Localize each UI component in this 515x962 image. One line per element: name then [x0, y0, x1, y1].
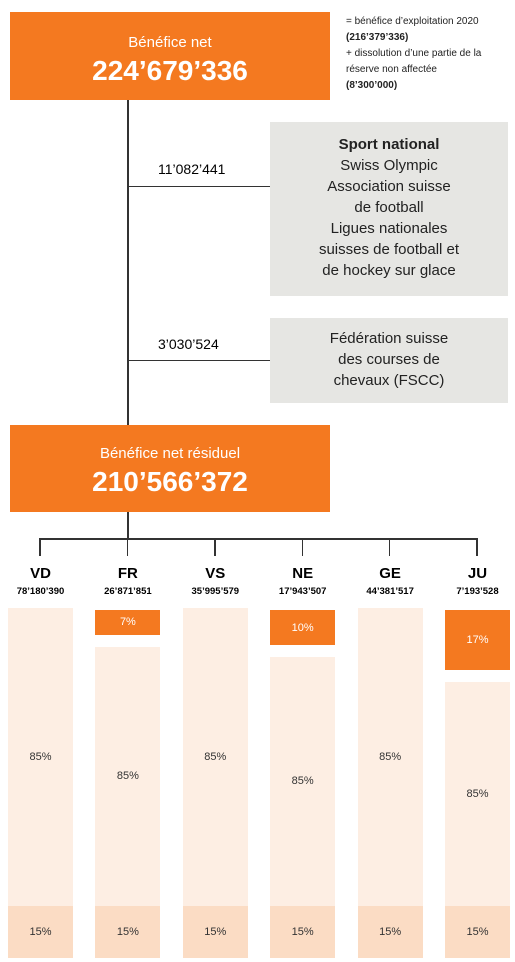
recipient-line: suisses de football et — [318, 241, 460, 258]
note-line: + dissolution d’une partie de la — [346, 48, 482, 59]
residual-box: Bénéfice net résiduel 210’566’372 — [10, 425, 330, 512]
share-label: 15% — [466, 925, 489, 938]
tree-line — [214, 538, 216, 556]
sport-title: Sport national — [338, 136, 440, 153]
share-label: 85% — [116, 770, 139, 782]
share-label: 7% — [119, 616, 136, 629]
share-segment: 85% — [357, 608, 423, 906]
canton-name: VS — [205, 565, 226, 582]
canton-name: NE — [292, 565, 314, 582]
share-label: 15% — [291, 925, 314, 938]
residual-amount: 210’566’372 — [92, 466, 248, 497]
canton-name: JU — [467, 565, 488, 582]
recipient-line: Ligues nationales — [330, 220, 448, 237]
recipient-line: Association suisse — [327, 178, 451, 195]
share-segment: 15% — [8, 905, 73, 958]
share-segment: 7% — [95, 610, 161, 635]
canton-amount: 7’193’528 — [456, 586, 499, 597]
residual-title: Bénéfice net résiduel — [99, 445, 241, 462]
share-segment: 15% — [95, 905, 161, 958]
share-label: 85% — [379, 750, 402, 763]
share-segment: 15% — [357, 905, 423, 958]
canton-amount: 35’995’579 — [191, 586, 240, 597]
canton-amount: 17’943’507 — [278, 586, 327, 597]
note-line: (8’300’000) — [346, 80, 398, 91]
net-profit-title: Bénéfice net — [128, 34, 212, 51]
share-segment: 85% — [8, 608, 73, 906]
canton-amount: 26’871’851 — [104, 586, 152, 597]
share-segment: 10% — [270, 610, 336, 645]
recipient-line: Fédération suisse — [329, 330, 449, 347]
note-line: réserve non affectée — [346, 64, 437, 75]
branch-amount: 3’030’524 — [158, 336, 219, 352]
canton-column: 85% 15% — [8, 0, 73, 962]
fscc-box: Fédération suisse des courses de chevaux (… — [270, 318, 508, 403]
share-segment: 85% — [182, 608, 248, 906]
canton-column: 85% 15% — [357, 0, 423, 962]
recipient-line: de hockey sur glace — [322, 262, 456, 279]
canton-name: GE — [379, 565, 401, 582]
share-label: 17% — [466, 633, 489, 646]
share-label: 15% — [116, 925, 139, 938]
canton-amount: 78’180’390 — [16, 586, 65, 597]
canton-column: 17% 85% 15% — [445, 0, 510, 962]
share-label: 15% — [379, 925, 402, 938]
net-profit-amount: 224’679’336 — [92, 55, 248, 86]
tree-line — [39, 538, 41, 556]
branch-line — [128, 360, 270, 362]
share-label: 85% — [291, 775, 314, 788]
share-label: 85% — [204, 750, 227, 763]
canton-name: FR — [117, 565, 138, 582]
recipient-line: chevaux (FSCC) — [333, 372, 445, 389]
recipient-line: Swiss Olympic — [340, 157, 438, 174]
tree-line — [301, 538, 303, 556]
share-label: 10% — [291, 621, 314, 634]
share-label: 85% — [29, 750, 52, 763]
share-segment: 85% — [445, 681, 510, 906]
tree-line — [388, 538, 391, 556]
share-segment: 15% — [182, 905, 248, 958]
share-segment: 85% — [95, 646, 161, 906]
canton-amount: 44’381’517 — [366, 586, 414, 597]
canton-column: 10% 85% 15% — [270, 0, 336, 962]
branch-line — [128, 186, 270, 188]
canton-column: 85% 15% — [182, 0, 248, 962]
tree-line — [126, 538, 129, 556]
trunk-line — [127, 100, 129, 425]
share-label: 85% — [466, 787, 489, 800]
share-label: 15% — [204, 925, 227, 938]
note-line: = bénéfice d’exploitation 2020 — [346, 16, 479, 27]
canton-name: VD — [30, 565, 51, 582]
share-segment: 15% — [270, 905, 336, 958]
canton-column: 7% 85% 15% — [95, 0, 161, 962]
share-segment: 15% — [445, 905, 510, 958]
share-label: 15% — [29, 925, 52, 938]
sport-box: Sport national Swiss Olympic Association … — [270, 122, 508, 296]
share-segment: 85% — [270, 657, 336, 906]
tree-line — [476, 538, 478, 556]
tree-line — [127, 512, 129, 538]
tree-line — [40, 538, 478, 540]
branch-amount: 11’082’441 — [158, 161, 226, 177]
recipient-line: de football — [354, 199, 424, 216]
note-line: (216’379’336) — [346, 32, 409, 43]
share-segment: 17% — [445, 610, 510, 670]
note: = bénéfice d’exploitation 2020 (216’379’3… — [346, 14, 515, 94]
recipient-line: des courses de — [338, 351, 440, 368]
net-profit-box: Bénéfice net 224’679’336 — [10, 12, 330, 100]
